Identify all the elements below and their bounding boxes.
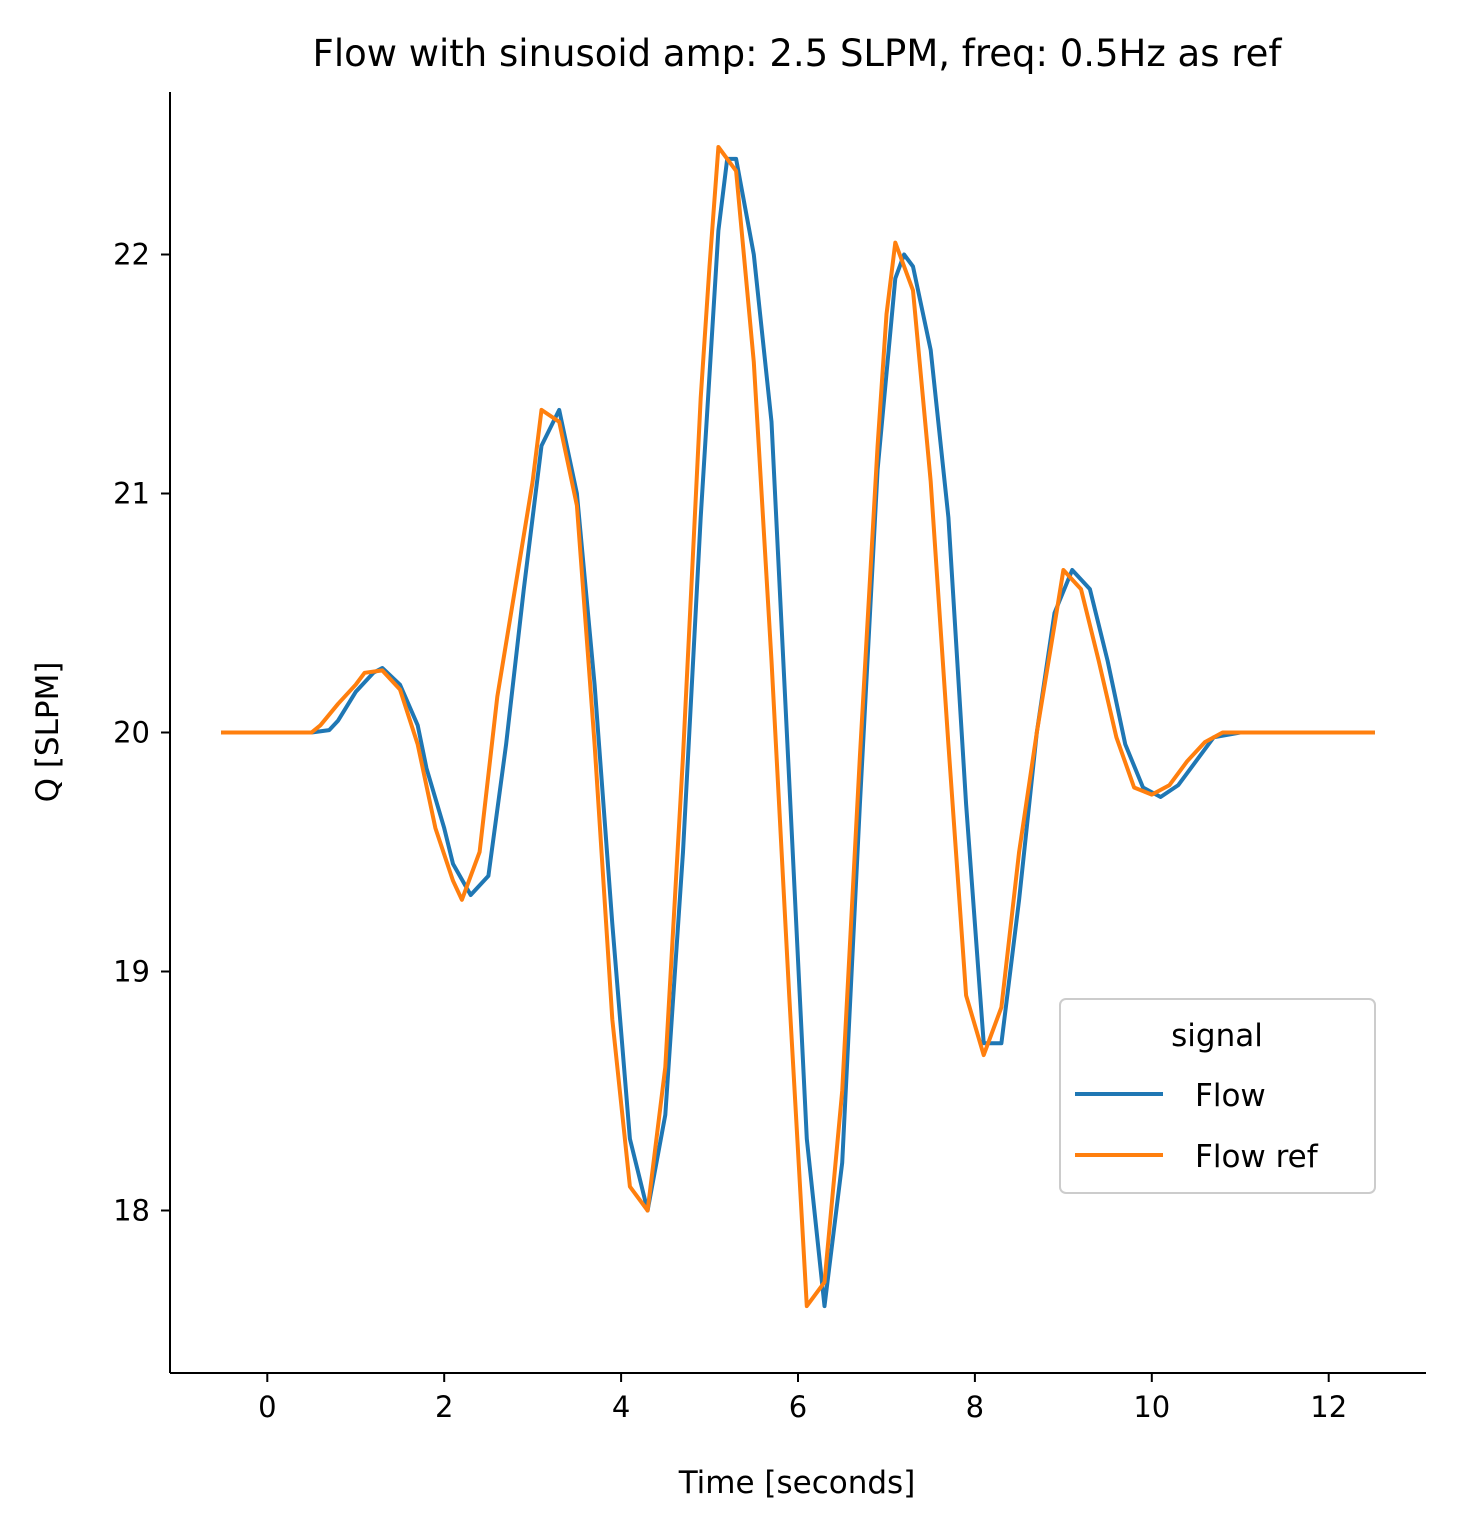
y-tick-label: 20 [113, 716, 150, 750]
x-tick-label: 4 [612, 1390, 630, 1424]
y-tick-label: 18 [113, 1193, 150, 1227]
x-tick-label: 6 [789, 1390, 807, 1424]
x-tick-label: 2 [435, 1390, 453, 1424]
y-axis-label: Q [SLPM] [30, 662, 66, 803]
legend-label: Flow ref [1195, 1139, 1319, 1175]
series-line-flow-ref [221, 145, 1375, 1309]
x-axis-label: Time [seconds] [678, 1465, 916, 1501]
plot-area [221, 145, 1375, 1309]
chart-title: Flow with sinusoid amp: 2.5 SLPM, freq: … [313, 32, 1283, 75]
x-axis-ticks: 0 2 4 6 8 10 12 [258, 1373, 1347, 1424]
legend-entries: Flow Flow ref [1075, 1078, 1319, 1175]
legend: signal Flow Flow ref [1059, 998, 1376, 1194]
x-tick-label: 10 [1133, 1390, 1170, 1424]
y-tick-label: 19 [113, 954, 150, 988]
legend-title: signal [1171, 1018, 1263, 1054]
legend-box [1059, 998, 1376, 1194]
x-tick-label: 12 [1310, 1390, 1347, 1424]
y-tick-label: 22 [113, 238, 150, 272]
x-tick-label: 8 [966, 1390, 984, 1424]
legend-label: Flow [1195, 1078, 1266, 1114]
x-tick-label: 0 [258, 1390, 276, 1424]
y-axis-ticks: 18 19 20 21 22 [113, 238, 170, 1227]
series-line-flow [221, 156, 1375, 1309]
y-tick-label: 21 [113, 477, 150, 511]
